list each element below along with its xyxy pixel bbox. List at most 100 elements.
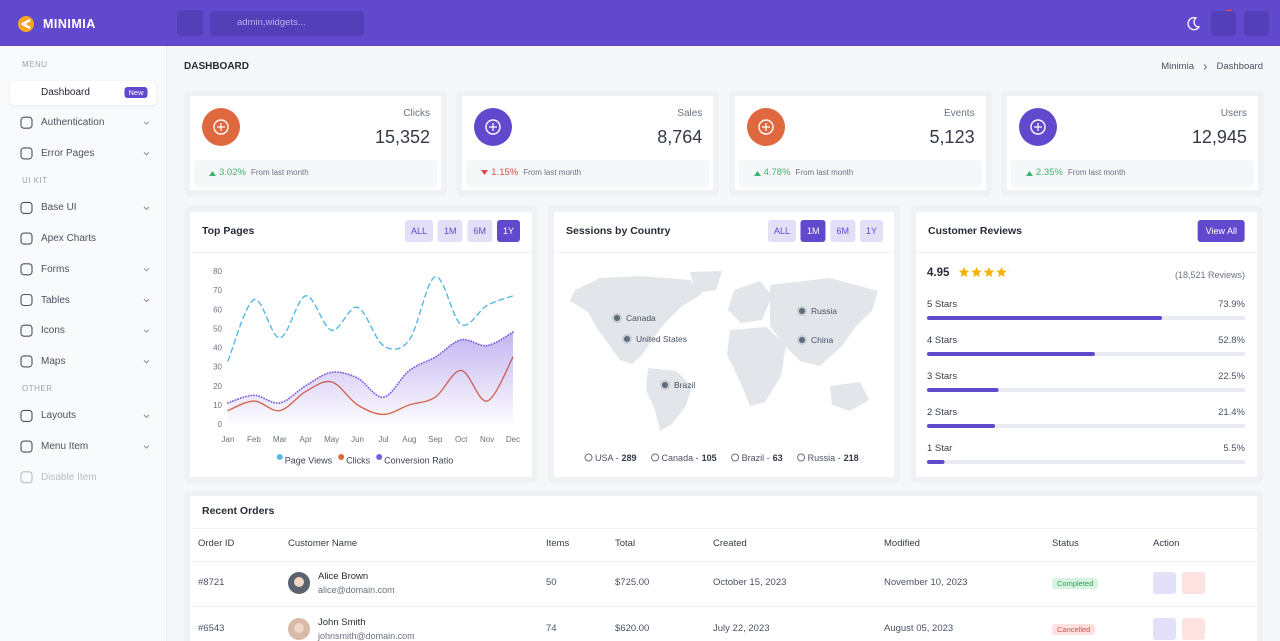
menu-icon <box>20 201 33 214</box>
menu-icon <box>20 471 33 484</box>
legend-swatch <box>376 454 383 460</box>
stat-value: 15,352 <box>374 127 430 147</box>
map-marker <box>612 313 622 323</box>
menu-item[interactable]: Apex Charts <box>41 233 97 245</box>
notifications[interactable] <box>1211 11 1236 36</box>
x-tick-label: Nov <box>480 435 494 444</box>
map-marker <box>660 380 670 390</box>
chevron <box>143 329 150 333</box>
theme-toggle[interactable] <box>1180 11 1205 36</box>
line-chart: 0 10 20 30 40 50 60 70 80 Jan Feb Mar Apr May Jun Jul Au… <box>213 267 520 466</box>
chevron <box>143 152 150 156</box>
edit-button[interactable] <box>1153 618 1176 640</box>
breadcrumb-item[interactable]: Dashboard <box>1216 61 1263 72</box>
menu-item[interactable]: Layouts <box>41 410 77 422</box>
filter-button[interactable]: 6M <box>467 220 492 242</box>
menu-icon <box>20 116 33 129</box>
user-avatar[interactable] <box>1244 11 1269 36</box>
filter-button[interactable]: 1Y <box>496 220 520 242</box>
filter-button[interactable]: 6M <box>830 220 855 242</box>
bar-track <box>927 460 1245 464</box>
continent <box>570 276 702 364</box>
stat-icon-glyph <box>1033 123 1042 131</box>
trend-icon <box>1025 171 1033 176</box>
menu-toggle[interactable] <box>177 10 203 36</box>
delete-button[interactable] <box>1182 618 1205 640</box>
filter-button[interactable]: ALL <box>404 220 433 242</box>
menu-item[interactable]: Dashboard <box>41 86 90 98</box>
stat-graphics <box>202 108 240 146</box>
legend-marker <box>731 453 740 462</box>
menu-item[interactable]: Error Pages <box>41 147 95 159</box>
menu-item: Disable Item <box>41 471 97 483</box>
menu-item[interactable]: Authentication <box>41 117 105 129</box>
chevron <box>143 121 150 125</box>
menu-item[interactable]: Menu Item <box>41 441 89 453</box>
x-tick-label: Oct <box>455 435 468 444</box>
column-header: Status <box>1052 538 1079 549</box>
logo <box>18 16 34 32</box>
legend-value: 218 <box>844 453 859 463</box>
stat-change: 3.02% <box>219 167 246 178</box>
edit-button[interactable] <box>1153 572 1176 594</box>
filter-button[interactable]: 1Y <box>859 220 883 242</box>
filter-button[interactable]: 1M <box>800 220 826 242</box>
y-tick-label: 10 <box>213 401 222 410</box>
total: $620.00 <box>615 623 650 634</box>
legend-label: Page Views <box>285 456 333 466</box>
star <box>958 267 970 277</box>
stat-footer <box>1010 160 1254 187</box>
menu-icon <box>20 409 33 422</box>
continent <box>690 271 722 293</box>
y-tick-label: 40 <box>213 344 222 353</box>
column-header: Items <box>546 538 570 549</box>
menu-item[interactable]: Maps <box>41 355 66 367</box>
menu-item[interactable]: Forms <box>41 263 70 275</box>
delete-button[interactable] <box>1182 572 1205 594</box>
stat-icon-glyph <box>213 119 229 135</box>
card-divider <box>554 252 894 253</box>
view-all-button[interactable]: View All <box>1197 220 1245 242</box>
y-tick-label: 60 <box>213 305 222 314</box>
chevron <box>143 298 150 303</box>
menu-item[interactable]: Icons <box>41 325 65 337</box>
legend: Page Views Clicks Conversion Ratio <box>276 454 453 466</box>
column-header: Created <box>713 538 747 549</box>
stat-icon-glyph <box>1030 119 1046 135</box>
legend-value: 63 <box>773 453 783 463</box>
filter-button[interactable]: 1M <box>437 220 463 242</box>
stat-change: 2.35% <box>1035 167 1063 178</box>
section-label: OTHER <box>22 383 53 393</box>
order-id: #6543 <box>198 623 225 634</box>
card-title: Customer Reviews <box>928 225 1022 237</box>
breadcrumb-item[interactable]: Minimia <box>1161 61 1194 72</box>
rating-label: 4 Stars <box>927 335 958 346</box>
stat-footer <box>194 160 437 187</box>
status-badge: Cancelled <box>1052 624 1096 635</box>
search-box[interactable] <box>210 11 364 36</box>
stat-label: Clicks <box>403 108 430 119</box>
star <box>971 267 982 277</box>
trend-icon <box>481 170 489 175</box>
stat-footer <box>466 160 710 187</box>
stat-graphics <box>1018 108 1057 146</box>
x-tick-label: Sep <box>428 435 443 444</box>
legend-country: USA - <box>595 453 619 463</box>
card-divider <box>190 252 532 253</box>
moon-icon <box>1187 17 1201 31</box>
column-header: Total <box>615 538 636 549</box>
rating-percent: 22.5% <box>1218 371 1245 382</box>
stat-note: From last month <box>795 168 854 177</box>
rating-percent: 73.9% <box>1218 299 1245 310</box>
y-tick-label: 80 <box>213 267 222 276</box>
stat-label: Users <box>1220 108 1247 119</box>
stat-note: From last month <box>1067 168 1126 177</box>
page-title: DASHBOARD <box>184 61 249 72</box>
section-label: MENU <box>22 60 48 69</box>
menu-item[interactable]: Tables <box>41 294 70 306</box>
menu-item[interactable]: Base UI <box>41 202 77 214</box>
menu-icon <box>20 263 33 276</box>
filter-button[interactable]: ALL <box>767 220 796 242</box>
menu-icon <box>20 440 33 453</box>
